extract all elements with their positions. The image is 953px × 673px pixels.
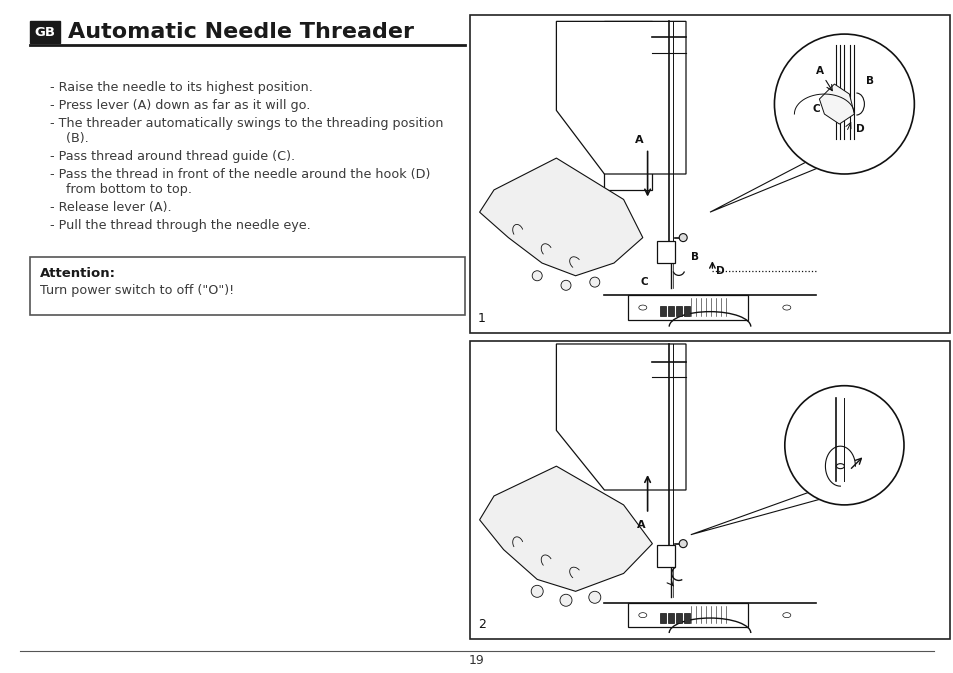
Text: 2: 2 — [477, 618, 485, 631]
Text: - The threader automatically swings to the threading position: - The threader automatically swings to t… — [50, 117, 443, 130]
Polygon shape — [709, 153, 837, 212]
Bar — [659, 306, 665, 316]
Text: C: C — [639, 277, 647, 287]
Bar — [657, 546, 675, 567]
Bar — [667, 612, 673, 623]
Polygon shape — [556, 344, 685, 490]
Text: - Release lever (A).: - Release lever (A). — [50, 201, 172, 214]
Text: 19: 19 — [469, 655, 484, 668]
Bar — [683, 612, 689, 623]
Text: - Pass thread around thread guide (C).: - Pass thread around thread guide (C). — [50, 150, 294, 163]
Text: B: B — [690, 252, 698, 262]
Text: B: B — [865, 76, 874, 86]
Text: C: C — [812, 104, 820, 114]
Circle shape — [679, 540, 686, 548]
Circle shape — [784, 386, 903, 505]
Ellipse shape — [639, 612, 646, 618]
Text: GB: GB — [34, 26, 55, 38]
Text: D: D — [856, 124, 864, 134]
Polygon shape — [479, 466, 652, 592]
Bar — [659, 612, 665, 623]
Bar — [667, 306, 673, 316]
Text: from bottom to top.: from bottom to top. — [58, 183, 192, 196]
Text: 1: 1 — [477, 312, 485, 326]
Text: A: A — [635, 135, 643, 145]
Ellipse shape — [782, 612, 790, 618]
Circle shape — [559, 594, 572, 606]
Bar — [470, 15, 949, 333]
Text: Turn power switch to off ("O")!: Turn power switch to off ("O")! — [40, 284, 233, 297]
Text: - Press lever (A) down as far as it will go.: - Press lever (A) down as far as it will… — [50, 99, 310, 112]
Circle shape — [679, 234, 686, 242]
Text: - Pass the thread in front of the needle around the hook (D): - Pass the thread in front of the needle… — [50, 168, 430, 181]
Polygon shape — [690, 487, 838, 535]
Text: A: A — [637, 520, 645, 530]
Ellipse shape — [836, 464, 843, 468]
Bar — [683, 306, 689, 316]
Text: - Raise the needle to its highest position.: - Raise the needle to its highest positi… — [50, 81, 313, 94]
Polygon shape — [556, 22, 685, 174]
Text: Automatic Needle Threader: Automatic Needle Threader — [68, 22, 414, 42]
Ellipse shape — [782, 305, 790, 310]
Circle shape — [531, 586, 542, 598]
Text: - Pull the thread through the needle eye.: - Pull the thread through the needle eye… — [50, 219, 311, 232]
Polygon shape — [479, 158, 642, 276]
Bar — [30, 257, 464, 315]
Circle shape — [589, 277, 599, 287]
Polygon shape — [819, 84, 854, 124]
Text: D: D — [716, 266, 724, 276]
Text: Attention:: Attention: — [40, 267, 116, 280]
Circle shape — [774, 34, 913, 174]
Circle shape — [532, 271, 541, 281]
Bar — [657, 241, 675, 263]
Ellipse shape — [639, 305, 646, 310]
Circle shape — [560, 280, 571, 290]
Text: A: A — [816, 66, 823, 76]
Bar — [470, 341, 949, 639]
Text: (B).: (B). — [58, 132, 89, 145]
Bar — [628, 603, 747, 627]
Bar — [30, 21, 60, 43]
Bar — [628, 295, 747, 320]
Bar — [675, 612, 680, 623]
Circle shape — [588, 592, 600, 603]
Bar — [604, 22, 652, 190]
Bar — [675, 306, 680, 316]
